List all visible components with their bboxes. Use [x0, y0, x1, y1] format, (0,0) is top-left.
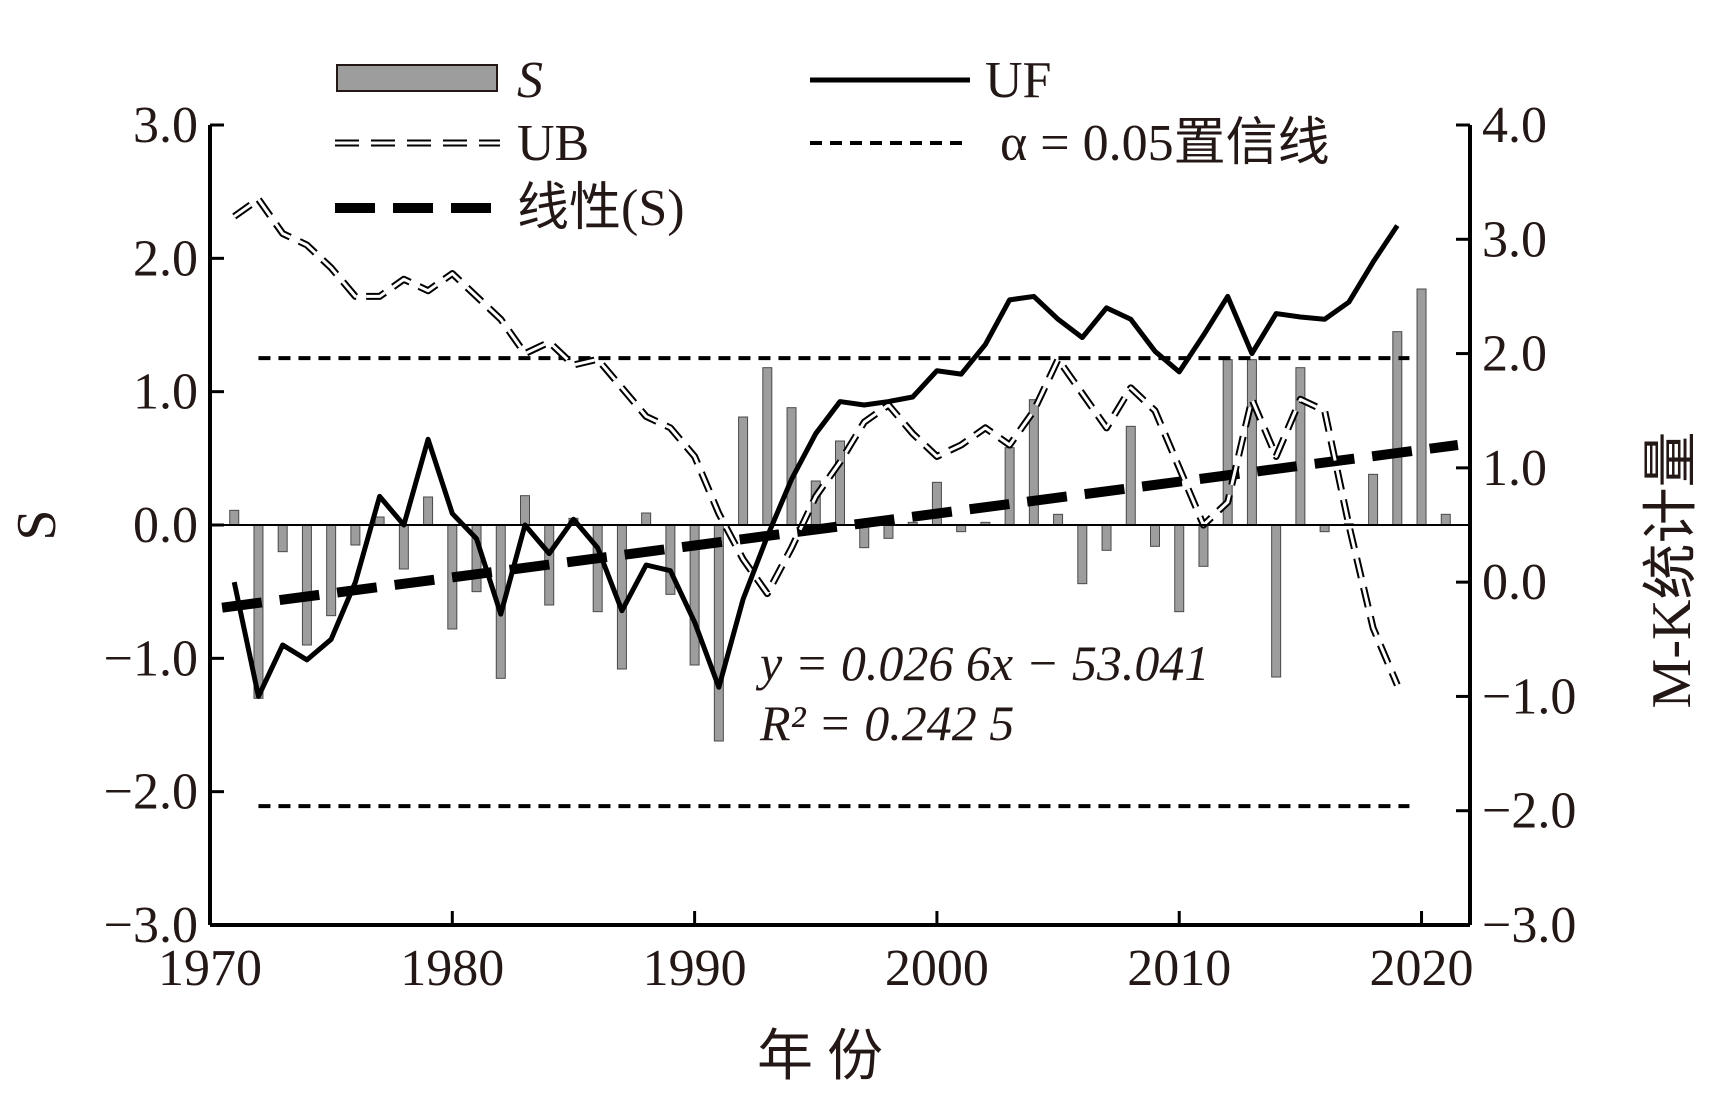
x-tick-label: 1970: [158, 940, 262, 997]
bar-s: [1053, 513, 1064, 526]
bar-s: [1368, 473, 1379, 526]
bar-s: [786, 407, 797, 526]
bar-s: [1440, 513, 1451, 526]
bar-s: [762, 367, 773, 526]
bar-s: [398, 524, 409, 570]
bar-s: [1416, 288, 1427, 526]
y-tick-label-right: 2.0: [1482, 326, 1547, 383]
bar-s: [738, 416, 749, 526]
bar-s: [1174, 524, 1185, 613]
x-axis-title: 年 份: [757, 1026, 883, 1088]
legend-swatch-s: [336, 64, 498, 92]
bar-s: [1101, 524, 1112, 551]
x-tick-label: 2010: [1127, 940, 1231, 997]
bar-s: [301, 524, 312, 646]
legend-label-s: S: [517, 52, 543, 109]
legend-label-uf: UF: [985, 52, 1051, 109]
y-tick-label-left: −2.0: [104, 764, 198, 821]
bar-s: [592, 524, 603, 613]
ticks-layer: −3.0 −2.0 −1.0 0.0 1.0 2.0 3.0 −3.0 −2.0 −1.0 0.0 1…: [104, 97, 1577, 997]
y-tick-label-left: 1.0: [133, 364, 198, 421]
y-tick-label-left: −1.0: [104, 630, 198, 687]
x-tick-label: 2020: [1370, 940, 1474, 997]
x-tick-label: 2000: [885, 940, 989, 997]
bar-s: [277, 524, 288, 553]
regression-r2: R² = 0.242 5: [759, 695, 1014, 751]
legend-label-ub: UB: [517, 115, 589, 172]
bar-s: [1004, 447, 1015, 526]
y2-axis-title: M-K统计量: [1641, 432, 1703, 709]
bar-s: [883, 524, 894, 539]
bar-s: [1392, 331, 1403, 526]
y-tick-label-left: 3.0: [133, 97, 198, 154]
y-tick-label-right: 4.0: [1482, 97, 1547, 154]
uf-line: [231, 224, 1400, 699]
bar-s: [1271, 524, 1282, 678]
bar-s: [1150, 524, 1160, 547]
y-tick-label-right: −3.0: [1482, 897, 1576, 954]
y-tick-label-right: −1.0: [1482, 668, 1576, 725]
y-tick-label-right: 0.0: [1482, 554, 1547, 611]
bar-s: [1295, 367, 1306, 526]
bar-s: [1246, 359, 1257, 526]
y-tick-label-right: −2.0: [1482, 783, 1576, 840]
y-tick-label-left: −3.0: [104, 897, 198, 954]
x-tick-label: 1990: [643, 940, 747, 997]
bar-s: [229, 509, 240, 526]
bar-s: [326, 524, 337, 617]
regression-equation: y = 0.026 6x − 53.041: [755, 635, 1209, 691]
y-tick-label-left: 2.0: [133, 230, 198, 287]
y-tick-label-right: 1.0: [1482, 440, 1547, 497]
legend-label-trend: 线性(S): [517, 180, 685, 237]
bar-s: [1125, 425, 1136, 526]
bar-s: [835, 440, 845, 526]
bar-s: [374, 516, 385, 526]
legend-label-alpha: α = 0.05置信线: [1000, 115, 1330, 172]
bar-s: [1077, 524, 1088, 585]
y-tick-label-left: 0.0: [133, 497, 198, 554]
bar-s: [641, 512, 652, 526]
bar-s: [350, 524, 361, 546]
legend: S UF UB α = 0.05置信线 线性(S): [335, 52, 1330, 237]
trend-line-s: [221, 440, 1459, 613]
bar-s: [1198, 524, 1209, 567]
bar-s: [713, 524, 724, 742]
y-tick-label-right: 3.0: [1482, 211, 1547, 268]
bar-s: [665, 524, 676, 595]
bar-s: [423, 496, 434, 526]
bar-s: [520, 495, 530, 526]
y-axis-title: S: [6, 509, 68, 540]
x-tick-label: 1980: [400, 940, 504, 997]
